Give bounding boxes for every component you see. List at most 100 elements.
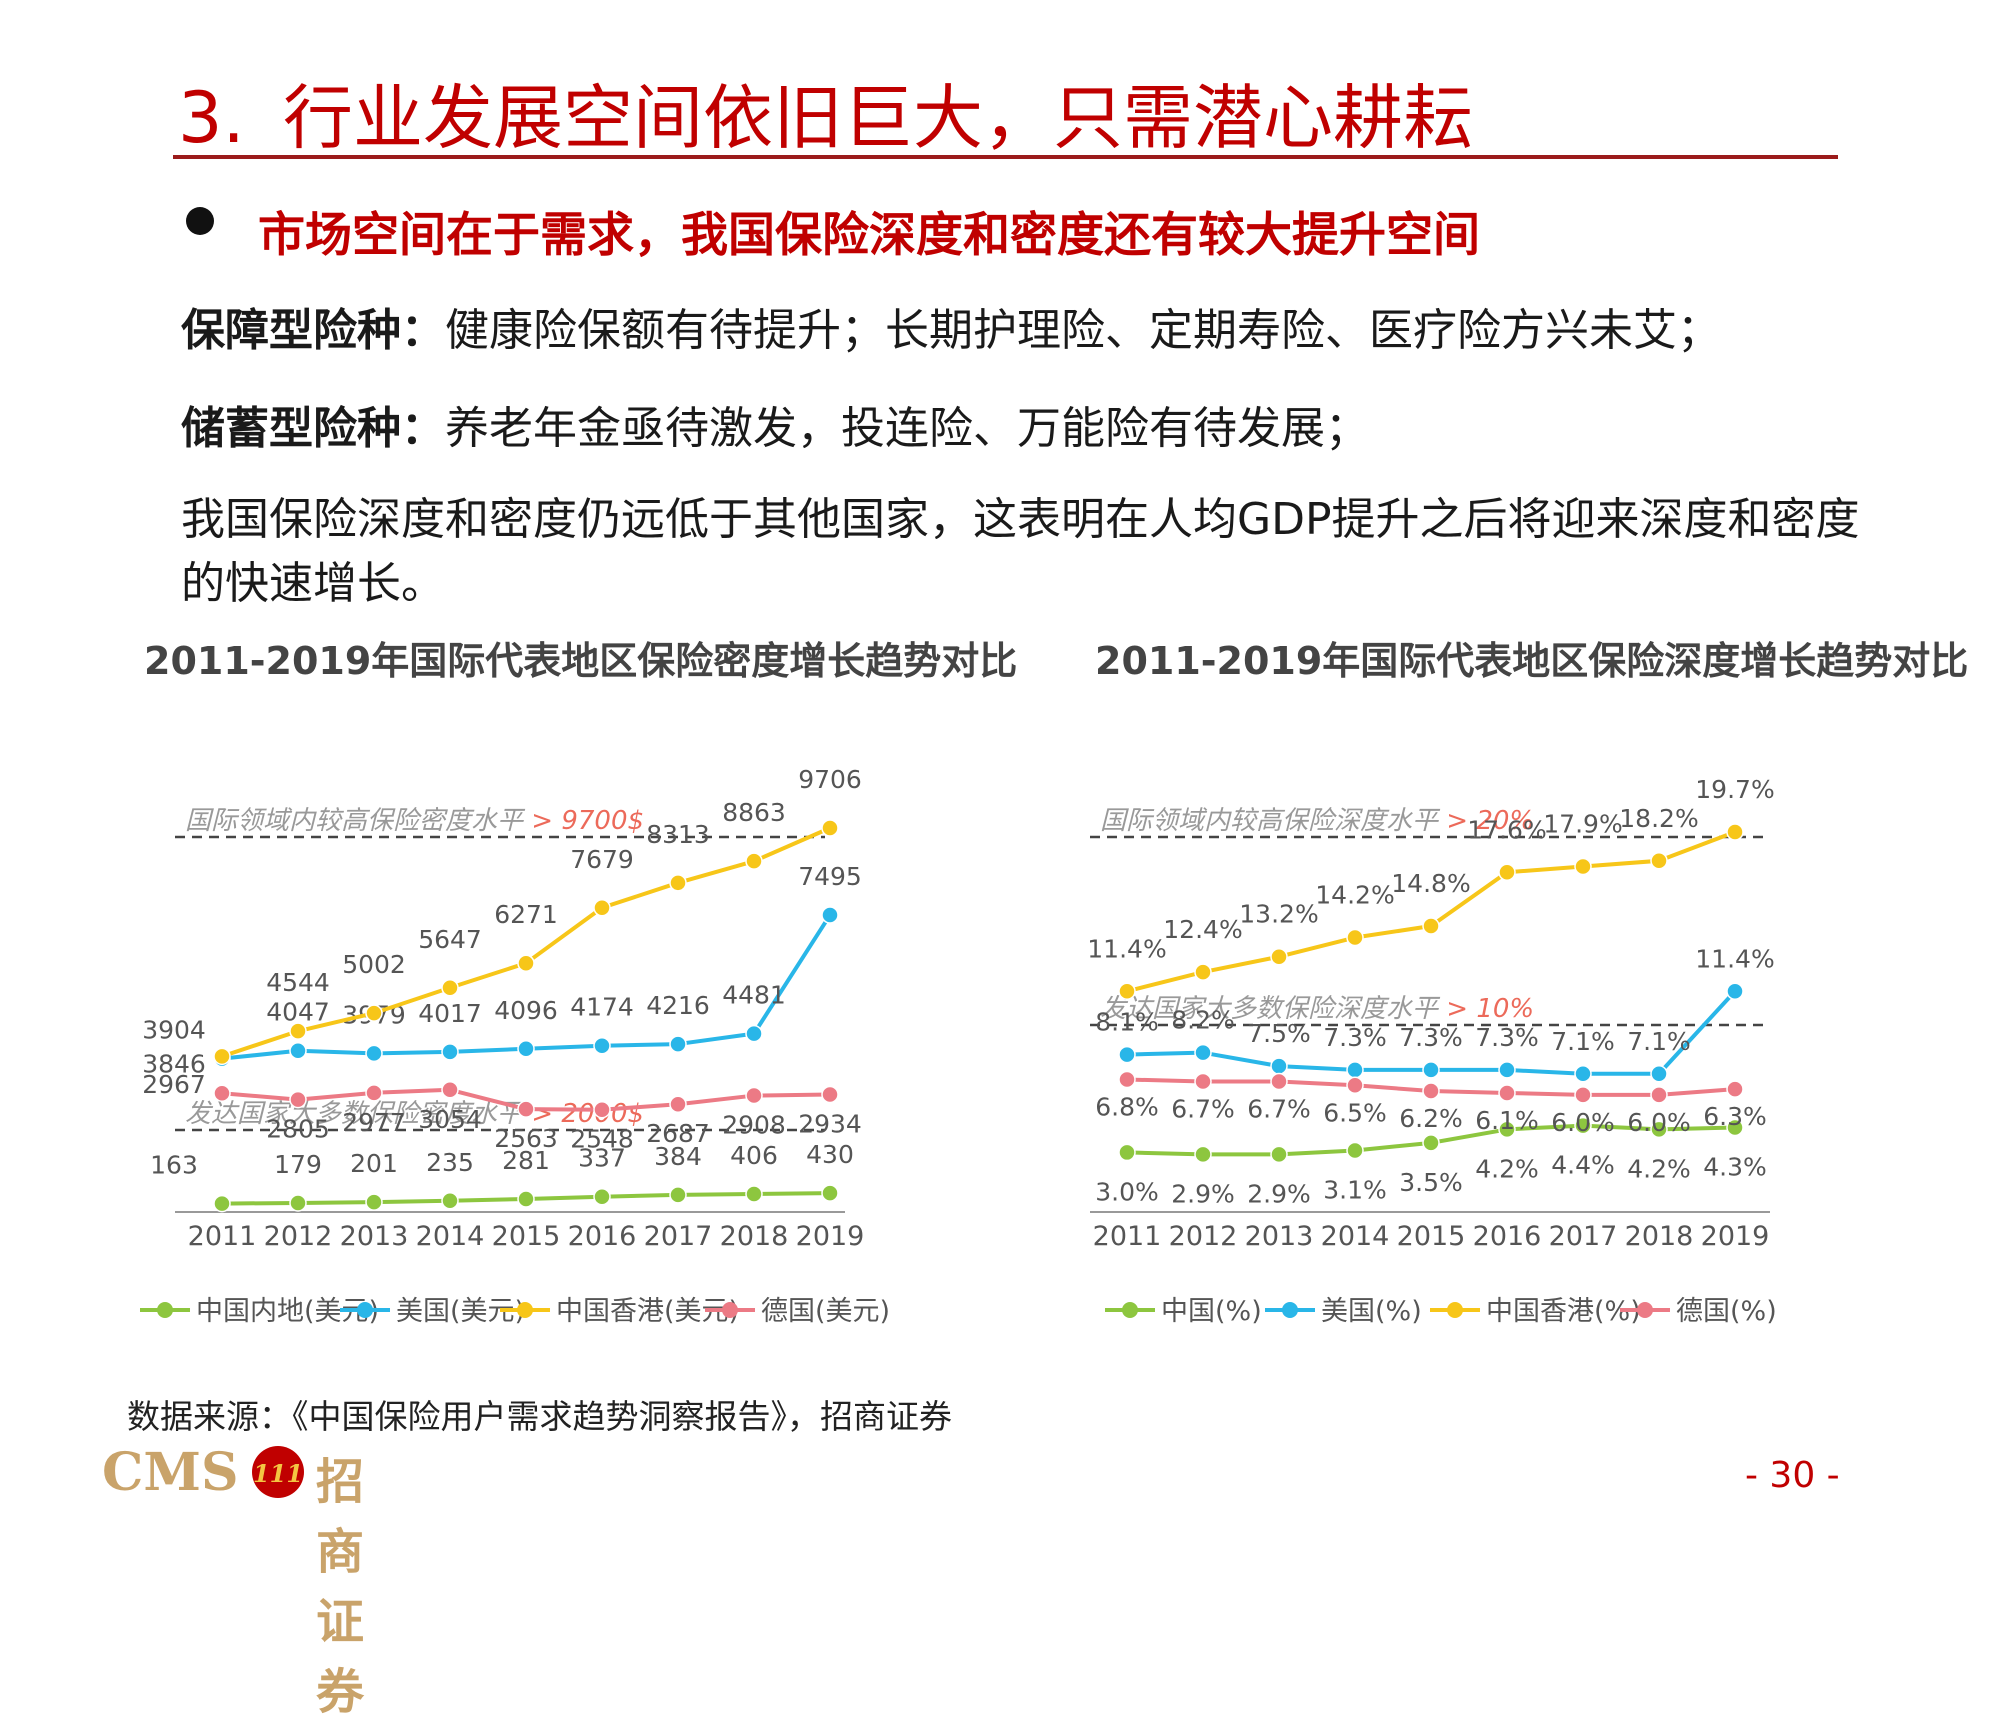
data-label: 430 — [806, 1140, 854, 1169]
density-chart: 2011-2019年国际代表地区保险密度增长趋势对比 国际领域内较高保险密度水平… — [120, 630, 1050, 1390]
data-point — [1574, 1086, 1592, 1104]
data-point — [1650, 1120, 1668, 1139]
data-point — [1346, 928, 1364, 947]
data-label: 3.1% — [1323, 1176, 1387, 1205]
reference-label-text: 国际领域内较高保险深度水平 — [1100, 806, 1441, 836]
data-point — [1726, 982, 1744, 1001]
data-point — [1498, 863, 1516, 882]
data-point — [1650, 1065, 1668, 1083]
x-tick-label: 2016 — [1473, 1221, 1542, 1252]
data-label: 8.2% — [1171, 1006, 1235, 1035]
title-divider — [173, 155, 1838, 159]
legend-marker — [1637, 1302, 1653, 1318]
data-point — [1270, 1057, 1288, 1075]
logo-cn-text: 招商证券 — [316, 1454, 365, 1720]
reference-label-text: 发达国家大多数保险深度水平 — [1100, 994, 1441, 1024]
data-point — [365, 1004, 383, 1022]
data-point — [1270, 947, 1288, 966]
legend-marker — [357, 1302, 373, 1318]
legend-marker — [722, 1302, 738, 1318]
data-point — [745, 852, 763, 870]
data-point — [1650, 1086, 1668, 1104]
protection-line: 保障型险种：健康险保额有待提升；长期护理险、定期寿险、医疗险方兴未艾； — [181, 294, 1721, 358]
slide-title: 3. 行业发展空间依旧巨大，只需潜心耕耘 — [178, 62, 1473, 163]
reference-label-text: 国际领域内较高保险密度水平 — [185, 806, 526, 836]
data-point — [365, 1193, 383, 1211]
data-point — [1726, 823, 1744, 841]
data-point — [1194, 1043, 1212, 1062]
data-point — [1346, 1061, 1364, 1079]
x-tick-label: 2011 — [188, 1221, 257, 1252]
depth-chart-plot: 国际领域内较高保险深度水平 > 20% 发达国家大多数保险深度水平 > 10% 20… — [1087, 775, 1777, 1327]
x-tick-label: 2012 — [264, 1221, 333, 1252]
legend-label: 美国(%) — [1321, 1296, 1422, 1327]
data-source: 数据来源：《中国保险用户需求趋势洞察报告》，招商证券 — [127, 1397, 952, 1436]
data-point — [213, 1194, 231, 1213]
data-label: 4.3% — [1703, 1152, 1767, 1181]
reference-value: > 9700$ — [523, 806, 644, 836]
data-point — [669, 874, 687, 892]
data-point — [593, 1187, 611, 1206]
data-label: 2805 — [266, 1115, 330, 1144]
data-point — [289, 1194, 307, 1212]
data-point — [517, 1100, 535, 1118]
data-label: 7.5% — [1247, 1019, 1311, 1048]
x-tick-label: 2015 — [1397, 1221, 1466, 1252]
data-label: 5647 — [418, 925, 482, 954]
reference-label: 发达国家大多数保险密度水平 > 2000$ — [185, 1099, 644, 1129]
data-label: 6.2% — [1399, 1104, 1463, 1133]
data-point — [1270, 1145, 1288, 1164]
data-label: 8313 — [646, 820, 710, 849]
data-point — [289, 1090, 307, 1109]
logo-text: CMS — [102, 1442, 239, 1503]
data-label: 8863 — [722, 798, 786, 827]
x-tick-label: 2013 — [1245, 1221, 1314, 1252]
data-point — [1422, 1082, 1440, 1100]
data-label: 4017 — [418, 999, 482, 1028]
data-label: 4096 — [494, 996, 558, 1025]
data-point — [441, 1192, 459, 1210]
data-label: 3904 — [142, 1015, 206, 1044]
data-label: 2548 — [570, 1125, 634, 1154]
data-point — [289, 1022, 307, 1040]
reference-label: 国际领域内较高保险深度水平 > 20% — [1100, 806, 1534, 836]
data-point — [1574, 857, 1592, 876]
legend-label: 德国(%) — [1676, 1296, 1777, 1327]
data-label: 7.1% — [1551, 1027, 1615, 1056]
data-label: 2908 — [722, 1111, 786, 1140]
data-label: 7495 — [798, 862, 862, 891]
data-label: 179 — [274, 1150, 322, 1179]
legend-label: 中国香港(%) — [1486, 1296, 1641, 1327]
data-point — [669, 1186, 687, 1204]
data-label: 14.8% — [1391, 869, 1470, 898]
data-label: 384 — [654, 1142, 702, 1171]
reference-label: 国际领域内较高保险密度水平 > 9700$ — [185, 806, 644, 836]
data-label: 7.3% — [1399, 1023, 1463, 1052]
data-point — [1726, 1118, 1744, 1137]
data-label: 5002 — [342, 950, 406, 979]
data-label: 4174 — [570, 993, 634, 1022]
data-point — [821, 906, 839, 924]
data-point — [745, 1086, 763, 1105]
data-label: 3.5% — [1399, 1168, 1463, 1197]
x-tick-label: 2018 — [1625, 1221, 1694, 1252]
data-label: 3.0% — [1095, 1177, 1159, 1206]
data-point — [1118, 1070, 1136, 1089]
data-label: 7.1% — [1627, 1027, 1691, 1056]
legend-label: 德国(美元) — [761, 1296, 890, 1327]
data-point — [517, 954, 535, 972]
reference-value: > 2000$ — [523, 1099, 644, 1129]
data-label: 17.9% — [1543, 810, 1622, 839]
summary-paragraph: 我国保险深度和密度仍远低于其他国家，这表明在人均GDP提升之后将迎来深度和密度的… — [181, 494, 1860, 609]
reference-value: > 10% — [1438, 994, 1534, 1024]
data-point — [1346, 1076, 1364, 1095]
title-text: 行业发展空间依旧巨大，只需潜心耕耘 — [283, 77, 1473, 159]
data-label: 7679 — [570, 845, 634, 874]
data-point — [289, 1041, 307, 1060]
x-tick-label: 2015 — [492, 1221, 561, 1252]
data-point — [821, 819, 839, 837]
data-label: 6.0% — [1627, 1108, 1691, 1137]
data-label: 3846 — [142, 1050, 206, 1079]
logo-badge-icon: 111 — [252, 1446, 304, 1498]
data-label: 2934 — [798, 1110, 862, 1139]
